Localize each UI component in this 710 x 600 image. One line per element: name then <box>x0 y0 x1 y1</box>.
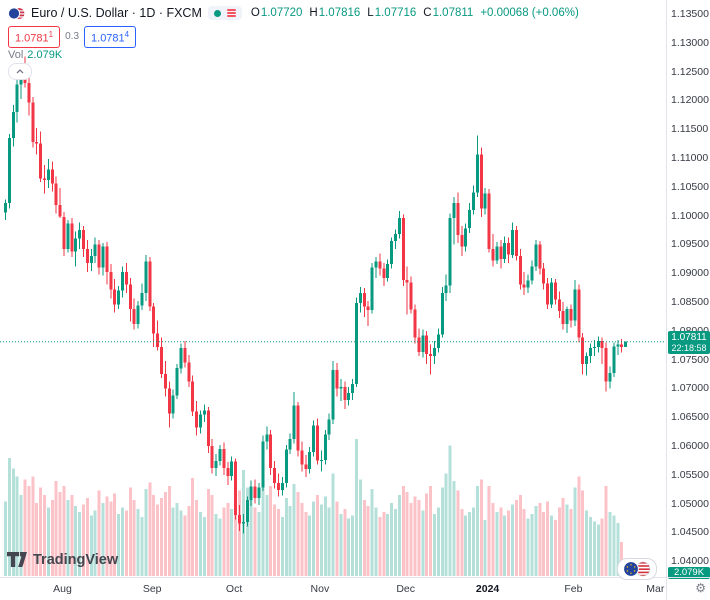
bar-countdown: 22:18:58 <box>671 342 707 353</box>
ohlc-low: L 1.07716 <box>367 7 417 19</box>
dot-indicator-icon[interactable] <box>213 9 221 17</box>
time-axis-label: Aug <box>53 583 72 595</box>
chevron-up-icon <box>16 69 24 74</box>
price-axis-label: 1.12000 <box>671 94 709 107</box>
price-axis-label: 1.06000 <box>671 440 709 452</box>
price-axis[interactable]: 1.07811 22:18:58 2.079K 1.13500 1.13000 1.… <box>666 0 710 579</box>
time-axis-label: Feb <box>564 583 583 595</box>
price-change: +0.00068 (+0.06%) <box>480 7 579 19</box>
volume-bars <box>4 439 628 576</box>
symbol-title[interactable]: Euro / U.S. Dollar · 1D · FXCM <box>31 6 202 20</box>
price-axis-label: 1.09500 <box>671 238 709 251</box>
time-axis-label: Sep <box>142 583 162 595</box>
symbol-header: Euro / U.S. Dollar · 1D · FXCM O 1.07720 … <box>8 6 579 20</box>
bid-ask-row: 1.07811 0.3 1.07814 <box>8 26 137 48</box>
volume-value: 2.079K <box>27 49 63 61</box>
time-axis-label: Dec <box>396 583 416 595</box>
price-axis-label: 1.07000 <box>671 382 709 395</box>
pair-logo-icon <box>617 558 657 580</box>
axis-corner: ⚙ <box>666 577 710 600</box>
tradingview-logo[interactable]: TradingView <box>7 551 118 568</box>
price-axis-label: 1.09000 <box>671 267 709 280</box>
price-axis-label: 1.13500 <box>671 8 709 20</box>
gear-icon[interactable]: ⚙ <box>695 581 706 595</box>
collapse-pane-button[interactable] <box>8 63 32 80</box>
volume-row: Vol 2.079K <box>8 49 62 61</box>
ohlc-high: H 1.07816 <box>309 7 361 19</box>
last-price-tag: 1.07811 22:18:58 <box>668 330 710 354</box>
ohlc-open: O 1.07720 <box>250 7 303 19</box>
volume-tag: 2.079K <box>668 567 710 579</box>
hamburger-menu-icon[interactable] <box>226 9 236 17</box>
price-axis-label: 1.06500 <box>671 411 709 424</box>
time-axis-label: Oct <box>225 583 243 595</box>
spread-value: 0.3 <box>65 31 80 43</box>
volume-label: Vol <box>8 49 24 61</box>
time-axis[interactable]: Aug Sep Oct Nov Dec 2024 Feb Mar <box>0 577 666 600</box>
price-axis-label: 1.11500 <box>671 123 709 136</box>
tradingview-glyph-icon <box>7 552 27 567</box>
time-axis-label: 2024 <box>475 583 500 595</box>
time-axis-label: Mar <box>646 583 665 595</box>
tradingview-brand-text: TradingView <box>33 551 119 568</box>
sell-button[interactable]: 1.07811 <box>8 26 61 48</box>
price-axis-label: 1.04000 <box>671 555 709 568</box>
price-axis-label: 1.04500 <box>671 526 709 539</box>
last-price-value: 1.07811 <box>671 331 707 343</box>
buy-button[interactable]: 1.07814 <box>84 26 137 48</box>
price-axis-label: 1.10000 <box>671 209 709 222</box>
candlestick-chart[interactable] <box>0 0 666 577</box>
price-axis-label: 1.05500 <box>671 468 709 481</box>
price-axis-label: 1.13000 <box>671 36 709 49</box>
price-axis-label: 1.05000 <box>671 497 709 510</box>
price-axis-label: 1.10500 <box>671 180 709 193</box>
price-axis-label: 1.12500 <box>671 65 709 78</box>
ohlc-readout: O 1.07720 H 1.07816 L 1.07716 C 1.07811 +0.0… <box>251 7 579 19</box>
time-axis-label: Nov <box>310 583 330 595</box>
price-axis-label: 1.07500 <box>671 353 709 366</box>
candles <box>4 56 628 534</box>
ohlc-close: C 1.07811 <box>423 7 474 19</box>
price-axis-label: 1.08500 <box>671 296 709 308</box>
quick-toolbar <box>207 6 242 20</box>
price-axis-label: 1.11000 <box>671 152 709 164</box>
symbol-pair-logo-icon <box>8 6 25 20</box>
